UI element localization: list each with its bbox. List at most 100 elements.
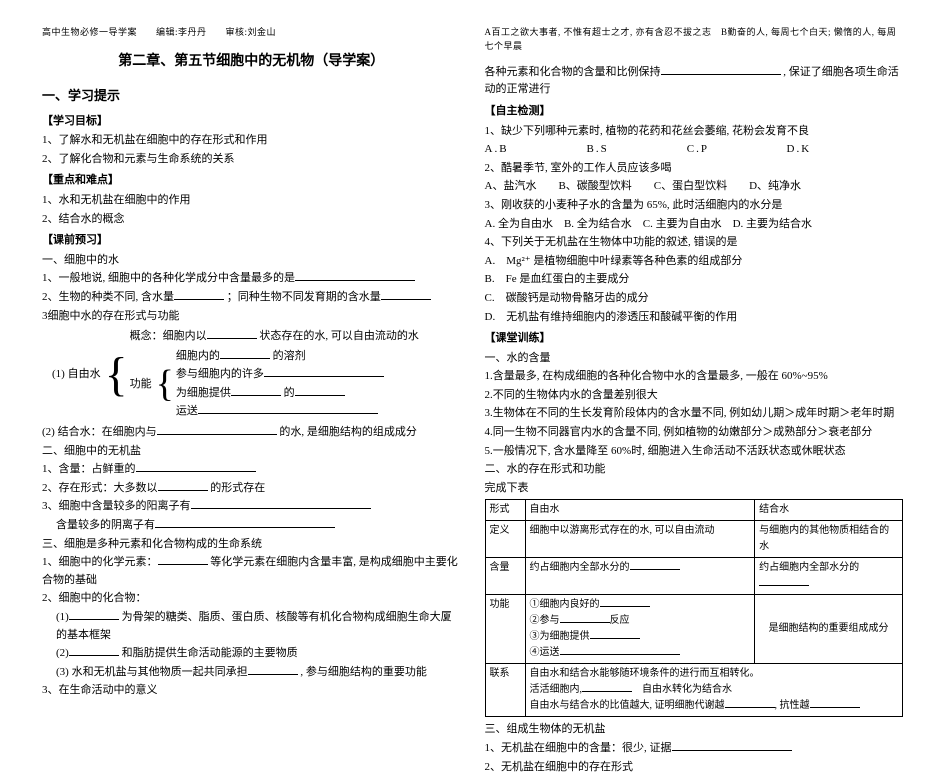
goal-1: 1、了解水和无机盐在细胞中的存在形式和作用 <box>42 132 461 150</box>
ta1: 1.含量最多, 在构成细胞的各种化合物中水的含量最多, 一般在 60%~95% <box>485 368 904 386</box>
brace-free-water: (1) 自由水 { 概念：细胞内以 状态存在的水, 可以自由流动的水 功能 { … <box>52 327 461 422</box>
blank <box>600 606 650 607</box>
blank <box>295 395 345 396</box>
text: 2、生物的种类不同, 含水量 <box>42 291 174 303</box>
function-content: 细胞内的 的溶剂 参与细胞内的许多 为细胞提供 的 运送 <box>176 347 461 422</box>
ta3: 3.生物体在不同的生长发育阶段体内的含水量不同, 例如幼儿期＞成年时期＞老年时期 <box>485 405 904 423</box>
text: 约占细胞内全部水分的 <box>759 562 859 573</box>
learning-goal-header: 【学习目标】 <box>42 113 461 131</box>
doc-title: 第二章、第五节细胞中的无机物（导学案） <box>42 51 461 73</box>
goal-2: 2、了解化合物和元素与生命系统的关系 <box>42 151 461 169</box>
cell: 自由水 <box>525 500 755 521</box>
cell: 细胞中以游离形式存在的水, 可以自由流动 <box>525 521 755 558</box>
preview-b: 二、细胞中的无机盐 <box>42 443 461 461</box>
cell: ①细胞内良好的 ②参与反应 ③为细胞提供 ④运送 <box>525 595 755 664</box>
b3: 3、细胞中含量较多的阳离子有 <box>42 498 461 516</box>
line: 自由水和结合水能够随环境条件的进行而互相转化。 <box>530 666 899 682</box>
ta2: 2.不同的生物体内水的含量差别很大 <box>485 387 904 405</box>
text: (1) <box>56 611 69 623</box>
q3-choices: A. 全为自由水 B. 全为结合水 C. 主要为自由水 D. 主要为结合水 <box>485 216 904 234</box>
b1: 1、含量：占鲜重的 <box>42 461 461 479</box>
text: ②参与 <box>530 615 560 626</box>
text: 参与细胞内的许多 <box>176 368 264 380</box>
blank <box>69 619 119 620</box>
text: 细胞内的 <box>176 350 220 362</box>
blank <box>560 654 680 655</box>
preview-a2: 2、生物的种类不同, 含水量 ；同种生物不同发育期的含水量 <box>42 289 461 307</box>
table-row: 含量 约占细胞内全部水分的 约占细胞内全部水分的 <box>485 558 903 595</box>
key-1: 1、水和无机盐在细胞中的作用 <box>42 192 461 210</box>
q2: 2、酷暑季节, 室外的工作人员应该多喝 <box>485 160 904 178</box>
fn-line: ④运送 <box>530 645 751 661</box>
concept-line: 概念：细胞内以 状态存在的水, 可以自由流动的水 <box>130 328 461 346</box>
cell: 是细胞结构的重要组成成分 <box>755 595 903 664</box>
cell: 结合水 <box>755 500 903 521</box>
blank <box>220 358 270 359</box>
blank <box>158 564 208 565</box>
cell: 含量 <box>485 558 525 595</box>
text: 状态存在的水, 可以自由流动的水 <box>259 330 419 342</box>
blank <box>582 691 632 692</box>
blank <box>158 490 208 491</box>
key-points-header: 【重点和难点】 <box>42 172 461 190</box>
blank <box>725 707 775 708</box>
table-row: 定义 细胞中以游离形式存在的水, 可以自由流动 与细胞内的其他物质相结合的水 <box>485 521 903 558</box>
text: 的水, 是细胞结构的组成成分 <box>279 426 417 438</box>
preview-a: 一、细胞中的水 <box>42 252 461 270</box>
fn3: 为细胞提供 的 <box>176 385 461 403</box>
q4a: A. Mg²⁺ 是植物细胞中叶绿素等各种色素的组成部分 <box>485 253 904 271</box>
blank <box>381 299 431 300</box>
t-b1: 完成下表 <box>485 480 904 498</box>
cell: 联系 <box>485 664 525 717</box>
right-top-line: 各种元素和化合物的含量和比例保持 , 保证了细胞各项生命活动的正常进行 <box>485 64 904 99</box>
blank <box>191 508 371 509</box>
left-column: 高中生物必修一导学案 编辑:李丹丹 审核:刘金山 第二章、第五节细胞中的无机物（… <box>30 25 473 652</box>
fn1: 细胞内的 的溶剂 <box>176 348 461 366</box>
c3: 3、在生命活动中的意义 <box>42 682 461 700</box>
q3: 3、刚收获的小麦种子水的含量为 65%, 此时活细胞内的水分是 <box>485 197 904 215</box>
fn4: 运送 <box>176 403 461 421</box>
tc2: 2、无机盐在细胞中的存在形式 <box>485 759 904 776</box>
q4d: D. 无机盐有维持细胞内的渗透压和酸碱平衡的作用 <box>485 309 904 327</box>
blank <box>295 280 415 281</box>
fn-line: ③为细胞提供 <box>530 629 751 645</box>
text: ；同种生物不同发育期的含水量 <box>227 291 381 303</box>
preview-c: 三、细胞是多种元素和化合物构成的生命系统 <box>42 536 461 554</box>
text: 各种元素和化合物的含量和比例保持 <box>485 66 661 78</box>
text: 活活细胞内, <box>530 684 583 695</box>
c2a: (1) 为骨架的糖类、脂质、蛋白质、核酸等有机化合物构成细胞生命大厦的基本框架 <box>42 609 461 644</box>
b2: 2、存在形式：大多数以 的形式存在 <box>42 480 461 498</box>
text: (2) 结合水：在细胞内与 <box>42 426 157 438</box>
text: 1、含量：占鲜重的 <box>42 463 136 475</box>
tc1: 1、无机盐在细胞中的含量：很少, 证据 <box>485 740 904 758</box>
cell: 定义 <box>485 521 525 558</box>
blank <box>69 655 119 656</box>
q4c: C. 碳酸钙是动物骨骼牙齿的成分 <box>485 290 904 308</box>
preview-header: 【课前预习】 <box>42 232 461 250</box>
q2-choices: A、盐汽水 B、碳酸型饮料 C、蛋白型饮料 D、纯净水 <box>485 178 904 196</box>
preview-a1: 1、一般地说, 细胞中的各种化学成分中含量最多的是 <box>42 270 461 288</box>
text: 运送 <box>176 405 198 417</box>
text: (3) 水和无机盐与其他物质一起共同承担 <box>56 666 248 678</box>
text: 的形式存在 <box>210 482 265 494</box>
page-header-left: 高中生物必修一导学案 编辑:李丹丹 审核:刘金山 <box>42 25 461 39</box>
text: 2、存在形式：大多数以 <box>42 482 158 494</box>
b3b: 含量较多的阴离子有 <box>42 517 461 535</box>
table-row: 功能 ①细胞内良好的 ②参与反应 ③为细胞提供 ④运送 是细胞结构的重要组成成分 <box>485 595 903 664</box>
blank <box>198 413 378 414</box>
blank <box>136 471 256 472</box>
text: , 参与细胞结构的重要功能 <box>300 666 427 678</box>
text: ①细胞内良好的 <box>530 599 600 610</box>
c2: 2、细胞中的化合物： <box>42 590 461 608</box>
line: 自由水与结合水的比值越大, 证明细胞代谢越, 抗性越 <box>530 698 899 714</box>
blank <box>661 74 781 75</box>
c2b: (2) 和脂肪提供生命活动能源的主要物质 <box>42 645 461 663</box>
blank <box>231 395 281 396</box>
q4b: B. Fe 是血红蛋白的主要成分 <box>485 271 904 289</box>
cell: 与细胞内的其他物质相结合的水 <box>755 521 903 558</box>
brace-content: 概念：细胞内以 状态存在的水, 可以自由流动的水 功能 { 细胞内的 的溶剂 参… <box>130 327 461 422</box>
blank <box>630 569 680 570</box>
text: 的 <box>284 387 295 399</box>
right-column: A百工之欲大事者, 不惟有超士之才, 亦有含忍不拔之志 B勤奋的人, 每周七个白… <box>473 25 916 652</box>
table-row: 联系 自由水和结合水能够随环境条件的进行而互相转化。 活活细胞内, 自由水转化为… <box>485 664 903 717</box>
